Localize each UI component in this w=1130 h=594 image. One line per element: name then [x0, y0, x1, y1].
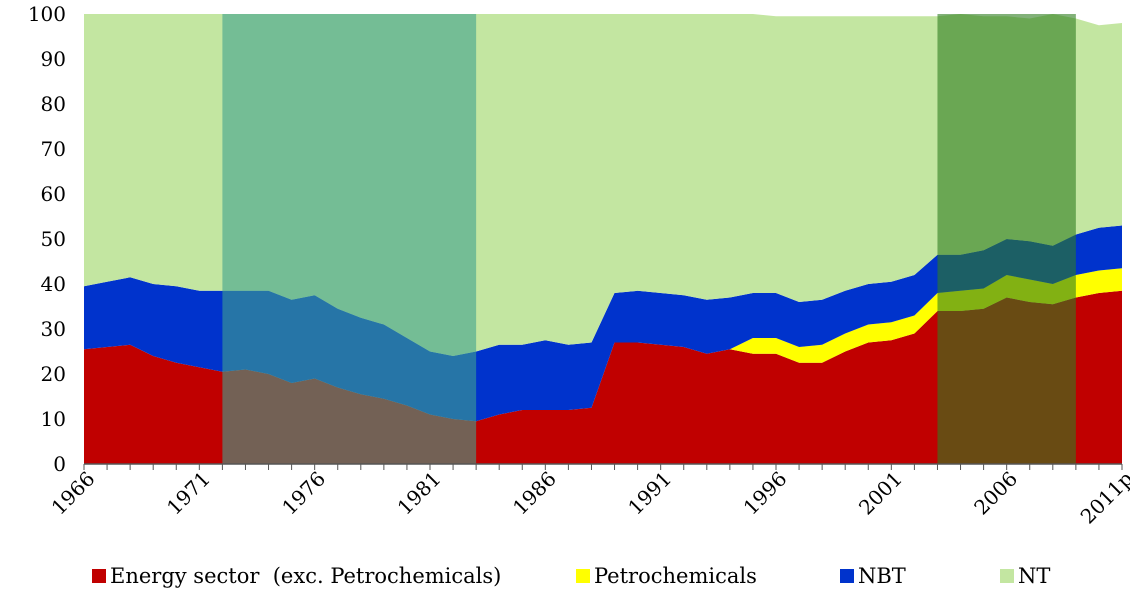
y-tick-label: 60: [41, 182, 66, 206]
x-tick-label: 1986: [508, 467, 561, 520]
y-tick-label: 50: [41, 227, 66, 251]
shaded-periods: [222, 14, 1076, 464]
x-tick-label: 1971: [162, 467, 215, 520]
y-tick-label: 20: [41, 362, 66, 386]
legend-swatch-petrochemicals: [576, 569, 590, 583]
x-tick-label: 2006: [969, 467, 1022, 520]
shaded-period-0: [222, 14, 477, 464]
legend-label-nt: NT: [1018, 564, 1051, 588]
y-tick-label: 80: [41, 92, 66, 116]
legend-item-nt: NT: [1000, 564, 1050, 588]
x-tick-label: 2001: [854, 467, 907, 520]
x-tick-label: 2011p: [1076, 467, 1130, 529]
axes: [83, 463, 1123, 470]
y-tick-label: 90: [41, 47, 66, 71]
x-tick-label: 1991: [623, 467, 676, 520]
y-tick-label: 70: [41, 137, 66, 161]
y-tick-label: 100: [28, 2, 66, 26]
y-tick-label: 10: [41, 407, 66, 431]
legend-label-energy: Energy sector (exc. Petrochemicals): [110, 564, 502, 588]
y-tick-label: 40: [41, 272, 66, 296]
legend-label-nbt: NBT: [858, 564, 906, 588]
legend-swatch-nt: [1000, 569, 1014, 583]
legend-label-petrochemicals: Petrochemicals: [594, 564, 757, 588]
y-tick-label: 0: [53, 452, 66, 476]
y-tick-labels: 0 10 20 30 40 50 60 70 80 90 100: [28, 2, 66, 476]
legend-item-nbt: NBT: [840, 564, 906, 588]
x-tick-label: 1976: [277, 467, 330, 520]
y-tick-label: 30: [41, 317, 66, 341]
legend-item-energy: Energy sector (exc. Petrochemicals): [92, 564, 501, 588]
x-tick-labels: 1966 1971 1976 1981 1986 1991 1996 2001 2006 2011…: [47, 467, 1130, 529]
x-tick-label: 1996: [739, 467, 792, 520]
legend-swatch-nbt: [840, 569, 854, 583]
legend-swatch-energy: [92, 569, 106, 583]
legend: Energy sector (exc. Petrochemicals) Petr…: [0, 560, 1130, 594]
legend-item-petrochemicals: Petrochemicals: [576, 564, 757, 588]
x-tick-label: 1981: [393, 467, 446, 520]
shaded-period-1: [937, 14, 1076, 464]
